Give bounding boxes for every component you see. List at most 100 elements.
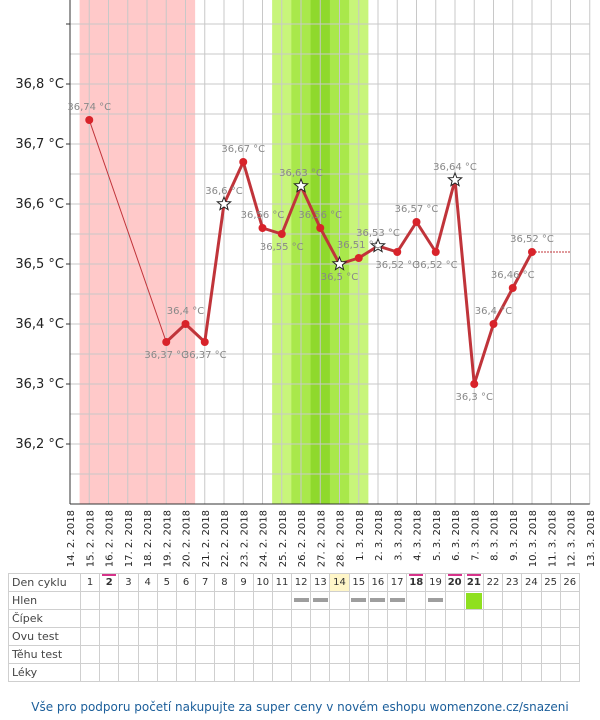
cycle-entry-cell[interactable] (463, 627, 484, 646)
cycle-day-cell[interactable]: 19 (425, 573, 446, 592)
cycle-entry-cell[interactable] (137, 591, 158, 610)
cycle-entry-cell[interactable] (233, 663, 254, 682)
cycle-entry-cell[interactable] (386, 645, 408, 664)
cycle-entry-cell[interactable] (271, 609, 293, 628)
cycle-day-cell[interactable]: 25 (540, 573, 561, 592)
cycle-entry-cell[interactable] (521, 609, 542, 628)
cycle-entry-cell[interactable] (195, 627, 216, 646)
cycle-entry-cell[interactable] (367, 591, 389, 610)
cycle-day-cell[interactable]: 8 (214, 573, 235, 592)
cycle-entry-cell[interactable] (233, 609, 254, 628)
cycle-entry-cell[interactable] (367, 609, 389, 628)
cycle-entry-cell[interactable] (329, 591, 350, 610)
cycle-entry-cell[interactable] (444, 645, 465, 664)
cycle-entry-cell[interactable] (118, 663, 139, 682)
cycle-day-cell[interactable]: 2 (99, 573, 120, 592)
cycle-day-cell[interactable]: 9 (233, 573, 254, 592)
cycle-entry-cell[interactable] (406, 591, 427, 610)
cycle-entry-cell[interactable] (444, 663, 465, 682)
cycle-entry-cell[interactable] (252, 663, 273, 682)
cycle-entry-cell[interactable] (444, 609, 465, 628)
cycle-entry-cell[interactable] (175, 609, 197, 628)
cycle-entry-cell[interactable] (348, 645, 369, 664)
cycle-entry-cell[interactable] (291, 663, 312, 682)
cycle-entry-cell[interactable] (463, 645, 484, 664)
cycle-entry-cell[interactable] (156, 591, 177, 610)
cycle-entry-cell[interactable] (79, 627, 101, 646)
cycle-entry-cell[interactable] (329, 609, 350, 628)
cycle-entry-cell[interactable] (214, 609, 235, 628)
cycle-day-cell[interactable]: 1 (79, 573, 101, 592)
cycle-entry-cell[interactable] (406, 645, 427, 664)
cycle-entry-cell[interactable] (425, 645, 446, 664)
cycle-entry-cell[interactable] (252, 645, 273, 664)
cycle-day-cell[interactable]: 16 (367, 573, 389, 592)
cycle-entry-cell[interactable] (79, 609, 101, 628)
cycle-entry-cell[interactable] (348, 627, 369, 646)
cycle-entry-cell[interactable] (137, 609, 158, 628)
cycle-entry-cell[interactable] (175, 591, 197, 610)
cycle-entry-cell[interactable] (99, 609, 120, 628)
cycle-entry-cell[interactable] (425, 663, 446, 682)
cycle-entry-cell[interactable] (291, 645, 312, 664)
cycle-entry-cell[interactable] (463, 609, 484, 628)
cycle-entry-cell[interactable] (271, 591, 293, 610)
cycle-entry-cell[interactable] (348, 609, 369, 628)
cycle-entry-cell[interactable] (386, 627, 408, 646)
cycle-entry-cell[interactable] (214, 645, 235, 664)
cycle-entry-cell[interactable] (386, 663, 408, 682)
cycle-day-cell[interactable]: 14 (329, 573, 350, 592)
cycle-entry-cell[interactable] (406, 627, 427, 646)
cycle-entry-cell[interactable] (99, 627, 120, 646)
cycle-entry-cell[interactable] (137, 627, 158, 646)
cycle-entry-cell[interactable] (540, 591, 561, 610)
cycle-entry-cell[interactable] (271, 663, 293, 682)
cycle-day-cell[interactable]: 24 (521, 573, 542, 592)
cycle-entry-cell[interactable] (406, 609, 427, 628)
cycle-entry-cell[interactable] (271, 627, 293, 646)
cycle-entry-cell[interactable] (118, 645, 139, 664)
cycle-entry-cell[interactable] (521, 591, 542, 610)
cycle-entry-cell[interactable] (367, 627, 389, 646)
cycle-entry-cell[interactable] (367, 645, 389, 664)
cycle-entry-cell[interactable] (233, 591, 254, 610)
cycle-day-cell[interactable]: 15 (348, 573, 369, 592)
cycle-day-cell[interactable]: 6 (175, 573, 197, 592)
cycle-entry-cell[interactable] (99, 645, 120, 664)
cycle-entry-cell[interactable] (156, 609, 177, 628)
cycle-entry-cell[interactable] (214, 627, 235, 646)
cycle-entry-cell[interactable] (291, 609, 312, 628)
cycle-entry-cell[interactable] (386, 591, 408, 610)
cycle-entry-cell[interactable] (195, 663, 216, 682)
cycle-entry-cell[interactable] (559, 591, 580, 610)
cycle-entry-cell[interactable] (502, 645, 523, 664)
cycle-entry-cell[interactable] (540, 627, 561, 646)
cycle-entry-cell[interactable] (482, 591, 504, 610)
cycle-entry-cell[interactable] (521, 663, 542, 682)
cycle-entry-cell[interactable] (137, 663, 158, 682)
cycle-entry-cell[interactable] (271, 645, 293, 664)
cycle-day-cell[interactable]: 3 (118, 573, 139, 592)
cycle-entry-cell[interactable] (156, 663, 177, 682)
cycle-entry-cell[interactable] (175, 663, 197, 682)
cycle-entry-cell[interactable] (310, 627, 331, 646)
cycle-day-cell[interactable]: 21 (463, 573, 484, 592)
cycle-entry-cell[interactable] (348, 591, 369, 610)
cycle-day-cell[interactable]: 22 (482, 573, 504, 592)
cycle-day-cell[interactable]: 17 (386, 573, 408, 592)
cycle-entry-cell[interactable] (348, 663, 369, 682)
cycle-entry-cell[interactable] (406, 663, 427, 682)
cycle-entry-cell[interactable] (502, 591, 523, 610)
cycle-entry-cell[interactable] (329, 663, 350, 682)
cycle-entry-cell[interactable] (291, 591, 312, 610)
cycle-entry-cell[interactable] (463, 591, 484, 610)
cycle-day-cell[interactable]: 13 (310, 573, 331, 592)
cycle-entry-cell[interactable] (175, 645, 197, 664)
cycle-day-cell[interactable]: 12 (291, 573, 312, 592)
cycle-entry-cell[interactable] (214, 591, 235, 610)
cycle-day-cell[interactable]: 26 (559, 573, 580, 592)
cycle-day-cell[interactable]: 23 (502, 573, 523, 592)
cycle-day-cell[interactable]: 18 (406, 573, 427, 592)
cycle-entry-cell[interactable] (502, 609, 523, 628)
cycle-entry-cell[interactable] (175, 627, 197, 646)
